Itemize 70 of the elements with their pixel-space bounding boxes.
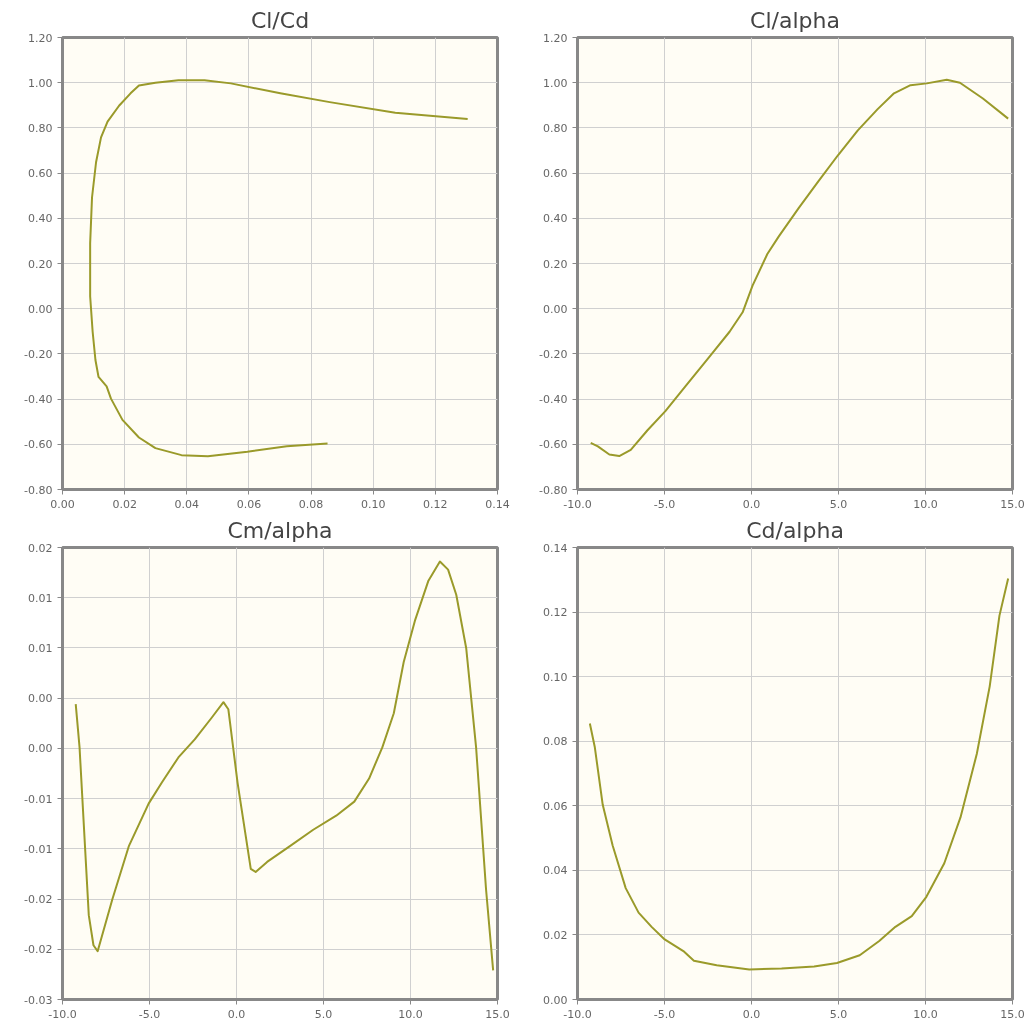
x-tick-label: 15.0 [1000,497,1025,511]
chart-title: Cl/alpha [750,7,840,33]
y-tick-label: 0.00 [543,302,568,316]
y-tick-label: 0.14 [543,541,568,555]
y-tick-label: -0.60 [24,438,53,452]
y-tick-label: 0.40 [543,212,568,226]
x-tick-label: 0.12 [423,497,448,511]
x-tick-label: -5.0 [653,497,676,511]
x-tick-label: 5.0 [829,497,848,511]
x-tick-label: 0.00 [50,497,75,511]
y-tick-label: 0.10 [543,670,568,684]
y-tick-label: 1.20 [28,31,53,45]
y-tick-label: 0.00 [543,993,568,1007]
y-tick-label: -0.20 [539,347,568,361]
x-tick-label: 0.0 [742,497,761,511]
x-tick-label: 10.0 [913,1007,938,1021]
x-tick-label: 10.0 [398,1007,423,1021]
x-tick-label: 10.0 [913,497,938,511]
x-tick-label: 5.0 [829,1007,848,1021]
y-tick-label: 0.00 [28,692,53,706]
y-tick-label: -0.60 [539,438,568,452]
x-tick-label: -5.0 [653,1007,676,1021]
chart-title: Cl/Cd [250,7,310,33]
y-tick-label: 0.04 [543,864,568,878]
y-tick-label: 0.08 [543,735,568,749]
y-tick-label: 0.06 [543,799,568,813]
x-tick-label: 0.14 [485,497,510,511]
x-tick-label: 0.0 [227,1007,246,1021]
x-tick-label: -10.0 [563,1007,592,1021]
x-tick-label: 5.0 [314,1007,333,1021]
y-tick-label: 0.02 [543,928,568,942]
y-tick-label: -0.01 [24,842,53,856]
y-tick-label: -0.80 [24,483,53,497]
chart-title: Cm/alpha [227,517,333,543]
y-tick-label: 0.80 [28,121,53,135]
y-tick-label: 0.02 [28,541,53,555]
y-tick-label: 0.00 [28,742,53,756]
y-tick-label: 0.60 [543,167,568,181]
y-tick-label: 0.40 [28,212,53,226]
x-tick-label: 0.08 [298,497,324,511]
y-tick-label: 1.20 [543,31,568,45]
x-tick-label: 0.04 [174,497,200,511]
y-tick-label: -0.03 [24,993,53,1007]
x-tick-label: 0.10 [360,497,386,511]
chart-title: Cd/alpha [746,517,844,543]
y-tick-label: 0.01 [28,591,53,605]
y-tick-label: 0.00 [28,302,53,316]
y-tick-label: 1.00 [543,76,568,90]
x-tick-label: -5.0 [138,1007,161,1021]
y-tick-label: 0.80 [543,121,568,135]
x-tick-label: 0.02 [112,497,137,511]
x-tick-label: 0.06 [236,497,262,511]
x-tick-label: -10.0 [48,1007,77,1021]
y-tick-label: -0.02 [24,943,53,957]
y-tick-label: -0.02 [24,893,53,907]
x-tick-label: 15.0 [1000,1007,1025,1021]
x-tick-label: 15.0 [485,1007,510,1021]
y-tick-label: 0.60 [28,167,53,181]
y-tick-label: -0.01 [24,792,53,806]
y-tick-label: -0.40 [539,393,568,407]
y-tick-label: -0.40 [24,393,53,407]
x-tick-label: 0.0 [742,1007,761,1021]
y-tick-label: 0.01 [28,641,53,655]
y-tick-label: -0.80 [539,483,568,497]
y-tick-label: 0.12 [543,606,568,620]
x-tick-label: -10.0 [563,497,592,511]
y-tick-label: 1.00 [28,76,53,90]
y-tick-label: 0.20 [543,257,568,271]
y-tick-label: -0.20 [24,347,53,361]
y-tick-label: 0.20 [28,257,53,271]
